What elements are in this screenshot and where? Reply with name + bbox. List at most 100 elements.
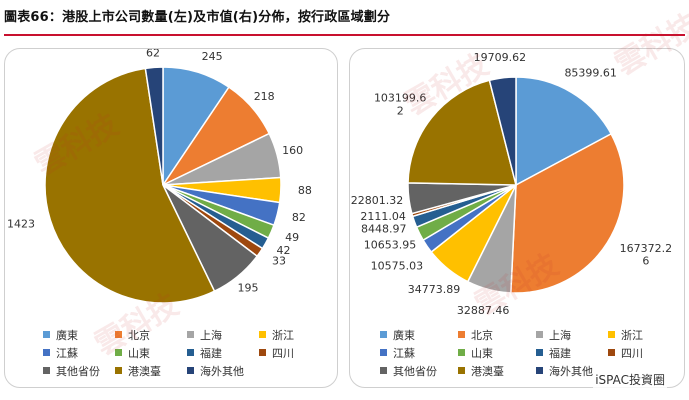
legend-item: 海外其他: [536, 363, 593, 379]
legend-swatch: [187, 367, 194, 374]
legend-item: 上海: [187, 327, 222, 343]
legend-swatch: [380, 349, 387, 356]
data-label: 19709.62: [474, 51, 527, 64]
legend-item: 四川: [608, 345, 643, 361]
legend-item: 江蘇: [380, 345, 415, 361]
legend-swatch: [43, 367, 50, 374]
legend-swatch: [458, 331, 465, 338]
legend-label: 浙江: [621, 329, 643, 342]
legend-item: 其他省份: [380, 363, 437, 379]
data-label: 160: [282, 144, 303, 157]
legend-item: 福建: [536, 345, 571, 361]
pie-slice: [407, 79, 517, 186]
pie-slice: [144, 66, 164, 186]
legend-label: 海外其他: [549, 365, 593, 378]
legend-label: 海外其他: [200, 365, 244, 378]
legend-label: 上海: [200, 329, 222, 342]
legend-item: 北京: [115, 327, 150, 343]
legend-label: 其他省份: [56, 365, 100, 378]
legend-swatch: [259, 349, 266, 356]
marketcap-pie-chart: 85399.61 167372.2 6 32887.46 34773.89 10575.0…: [351, 51, 673, 317]
data-label: 245: [202, 50, 223, 63]
watermark-footer: iSPAC投資圈: [593, 371, 667, 388]
legend-item: 海外其他: [187, 363, 244, 379]
title-divider: [4, 34, 685, 36]
data-label: 1423: [7, 218, 35, 231]
legend-item: 山東: [458, 345, 493, 361]
legend-label: 廣東: [393, 329, 415, 342]
data-label: 33: [272, 255, 286, 268]
data-label: 34773.89: [408, 283, 461, 296]
legend-label: 北京: [471, 329, 493, 342]
pie-slice: [515, 76, 613, 187]
legend-swatch: [608, 331, 615, 338]
data-label: 10575.03: [371, 260, 424, 273]
data-label: 10653.95: [364, 239, 417, 252]
data-label: 2111.04: [360, 210, 406, 223]
legend-label: 四川: [621, 347, 643, 360]
legend-label: 其他省份: [393, 365, 437, 378]
legend-item: 四川: [259, 345, 294, 361]
data-label: 103199.6 2: [374, 92, 427, 118]
legend-swatch: [536, 331, 543, 338]
legend-swatch: [458, 367, 465, 374]
legend-item: 江蘇: [43, 345, 78, 361]
data-label: 195: [238, 282, 259, 295]
data-label: 218: [254, 90, 275, 103]
legend-swatch: [43, 331, 50, 338]
legend-label: 四川: [272, 347, 294, 360]
data-label: 22801.32: [351, 194, 404, 207]
legend-item: 上海: [536, 327, 571, 343]
legend-item: 廣東: [380, 327, 415, 343]
legend-label: 上海: [549, 329, 571, 342]
legend-swatch: [187, 349, 194, 356]
legend-item: 北京: [458, 327, 493, 343]
legend-item: 浙江: [259, 327, 294, 343]
pie-slice: [510, 132, 625, 294]
legend-label: 福建: [549, 347, 571, 360]
legend-swatch: [458, 349, 465, 356]
legend-label: 廣東: [56, 329, 78, 342]
legend-item: 其他省份: [43, 363, 100, 379]
pie-slice: [488, 76, 517, 186]
legend-label: 山東: [128, 347, 150, 360]
legend-label: 港澳臺: [471, 365, 504, 378]
legend-label: 浙江: [272, 329, 294, 342]
legend-swatch: [187, 331, 194, 338]
count-pie-panel: 245 218 160 88 82 49 42 33 195 1423 62 廣東 北京 上海 浙江江蘇 山…: [4, 48, 338, 388]
legend-label: 江蘇: [393, 347, 415, 360]
legend-item: 浙江: [608, 327, 643, 343]
data-label: 82: [292, 211, 306, 224]
legend-item: 港澳臺: [115, 363, 161, 379]
data-label: 85399.61: [564, 66, 617, 79]
legend-item: 福建: [187, 345, 222, 361]
legend-swatch: [115, 349, 122, 356]
data-label: 62: [146, 49, 160, 59]
legend-label: 港澳臺: [128, 365, 161, 378]
data-label: 49: [285, 231, 299, 244]
legend-swatch: [608, 349, 615, 356]
legend-swatch: [115, 331, 122, 338]
legend-swatch: [536, 349, 543, 356]
legend-label: 江蘇: [56, 347, 78, 360]
legend-label: 福建: [200, 347, 222, 360]
data-label: 88: [298, 184, 312, 197]
legend-item: 廣東: [43, 327, 78, 343]
legend-swatch: [536, 367, 543, 374]
legend-item: 港澳臺: [458, 363, 504, 379]
legend-item: 山東: [115, 345, 150, 361]
legend-swatch: [259, 331, 266, 338]
legend-swatch: [380, 331, 387, 338]
data-label: 32887.46: [457, 304, 510, 317]
marketcap-pie-panel: 85399.61 167372.2 6 32887.46 34773.89 10575.0…: [349, 48, 685, 388]
data-label: 42: [277, 244, 291, 257]
data-label: 167372.2 6: [620, 242, 673, 268]
legend-swatch: [380, 367, 387, 374]
data-label: 8448.97: [361, 222, 407, 235]
legend-swatch: [115, 367, 122, 374]
legend-swatch: [43, 349, 50, 356]
legend-label: 北京: [128, 329, 150, 342]
pie-slice: [44, 67, 216, 304]
figure-title: 圖表66：港股上市公司數量(左)及市值(右)分佈，按行政區域劃分: [4, 10, 391, 25]
